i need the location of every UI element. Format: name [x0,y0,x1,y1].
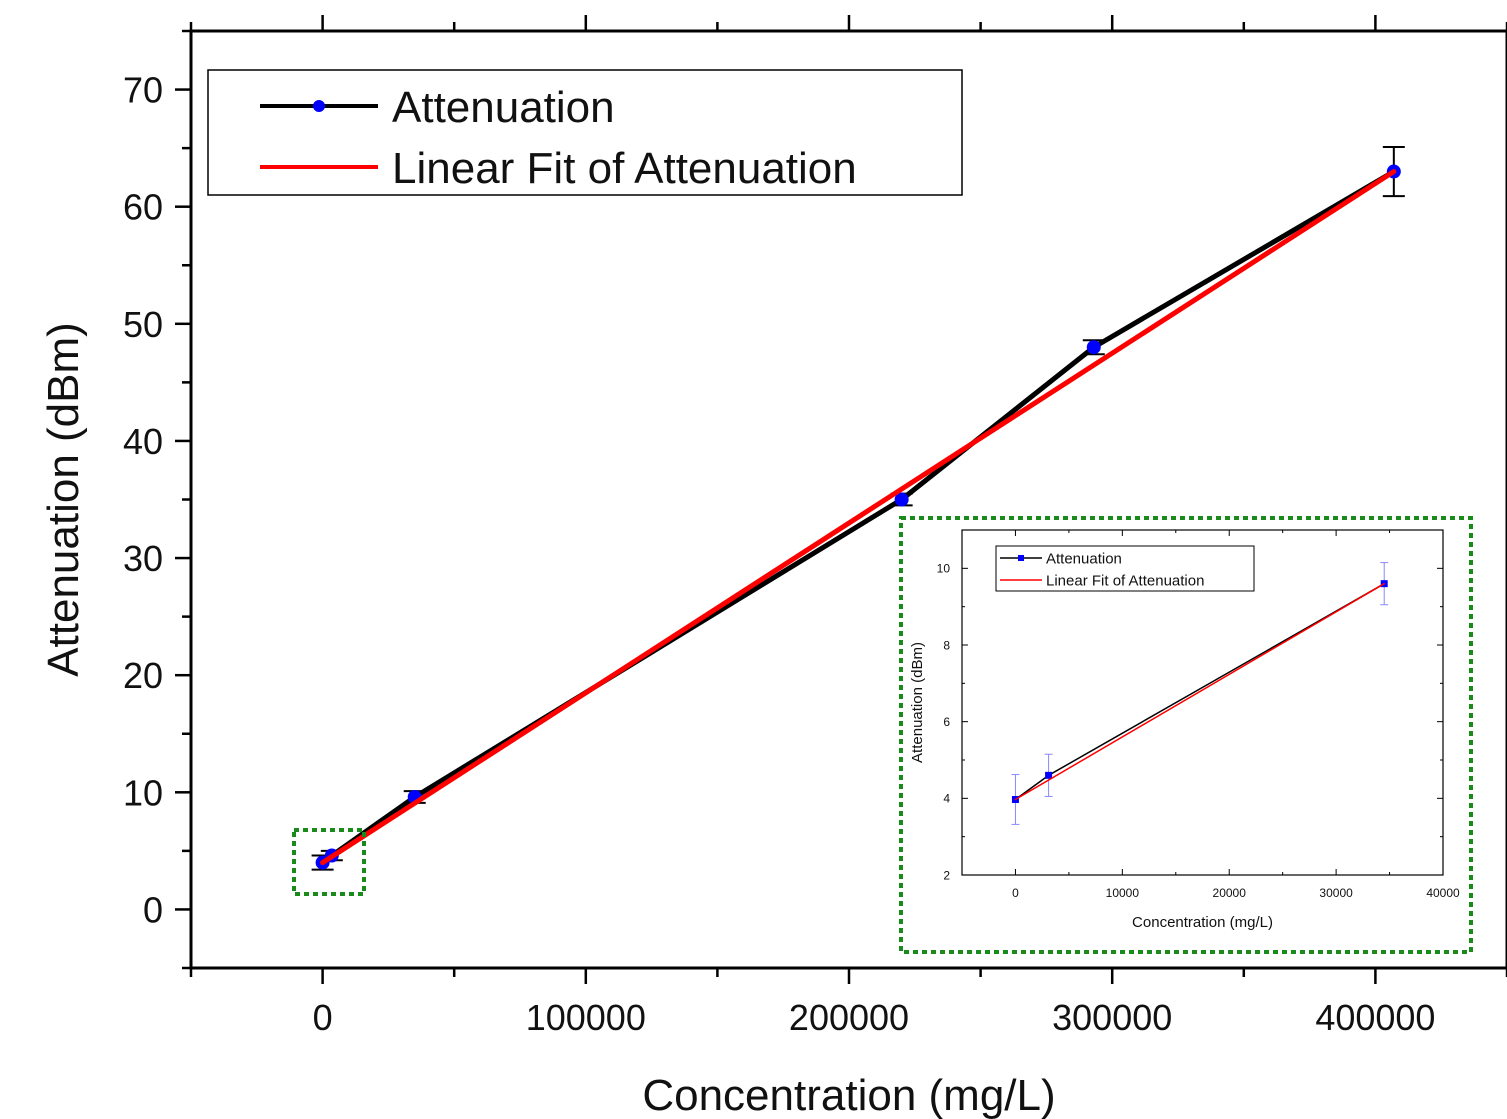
data-point [894,492,909,507]
y-tick-label: 0 [143,889,163,930]
x-tick-label: 200000 [789,997,909,1038]
inset-x-tick-label: 20000 [1213,886,1247,900]
legend-box [207,69,963,196]
inset-chart: 0 10000 20000 30000 40000 2 4 6 8 10 Concentration… [899,516,1473,954]
inset-legend-attenuation-label: Attenuation [1046,550,1122,567]
linear-fit-line [320,169,1397,866]
inset-plot-frame [961,529,1444,876]
x-tick-label: 400000 [1315,997,1435,1038]
inset-y-tick-label: 8 [943,638,950,652]
inset-data-point [1045,771,1053,779]
inset-legend-attenuation-marker [1018,555,1024,561]
inset-legend-box [995,545,1255,592]
inset-y-tick-label: 2 [943,868,950,882]
y-tick-label: 40 [123,421,163,462]
inset-legend-fit-label: Linear Fit of Attenuation [1046,572,1204,589]
inset-y-axis-title: Attenuation (dBm) [909,642,926,763]
y-tick-label: 30 [123,538,163,579]
inset-x-tick-label: 40000 [1426,886,1460,900]
legend-fit-label: Linear Fit of Attenuation [392,144,857,193]
inset-x-tick-label: 10000 [1106,886,1140,900]
x-tick-label: 300000 [1052,997,1172,1038]
inset-y-tick-label: 6 [943,715,950,729]
y-tick-label: 10 [123,772,163,813]
legend-attenuation-marker [313,100,325,112]
data-point [1086,340,1101,355]
inset-y-tick-label: 4 [943,792,950,806]
inset-x-tick-label: 30000 [1319,886,1353,900]
x-tick-label: 100000 [526,997,646,1038]
inset-x-axis-title: Concentration (mg/L) [1132,914,1273,931]
y-tick-label: 20 [123,655,163,696]
zoom-region-highlight [292,828,366,896]
legend: Attenuation Linear Fit of Attenuation [207,69,963,196]
inset-x-tick-label: 0 [1012,886,1019,900]
main-chart: 0 100000 200000 300000 400000010203040506070… [39,15,1507,1119]
legend-attenuation-label: Attenuation [392,83,615,132]
x-tick-label: 0 [313,997,333,1038]
inset-y-tick-label: 10 [937,562,951,576]
y-tick-label: 70 [123,70,163,111]
inset-linear-fit-line [1014,582,1385,801]
y-axis-title: Attenuation (dBm) [39,322,88,677]
inset-legend: Attenuation Linear Fit of Attenuation [995,545,1255,592]
y-tick-label: 50 [123,304,163,345]
x-axis-title: Concentration (mg/L) [642,1071,1055,1119]
y-tick-label: 60 [123,187,163,228]
